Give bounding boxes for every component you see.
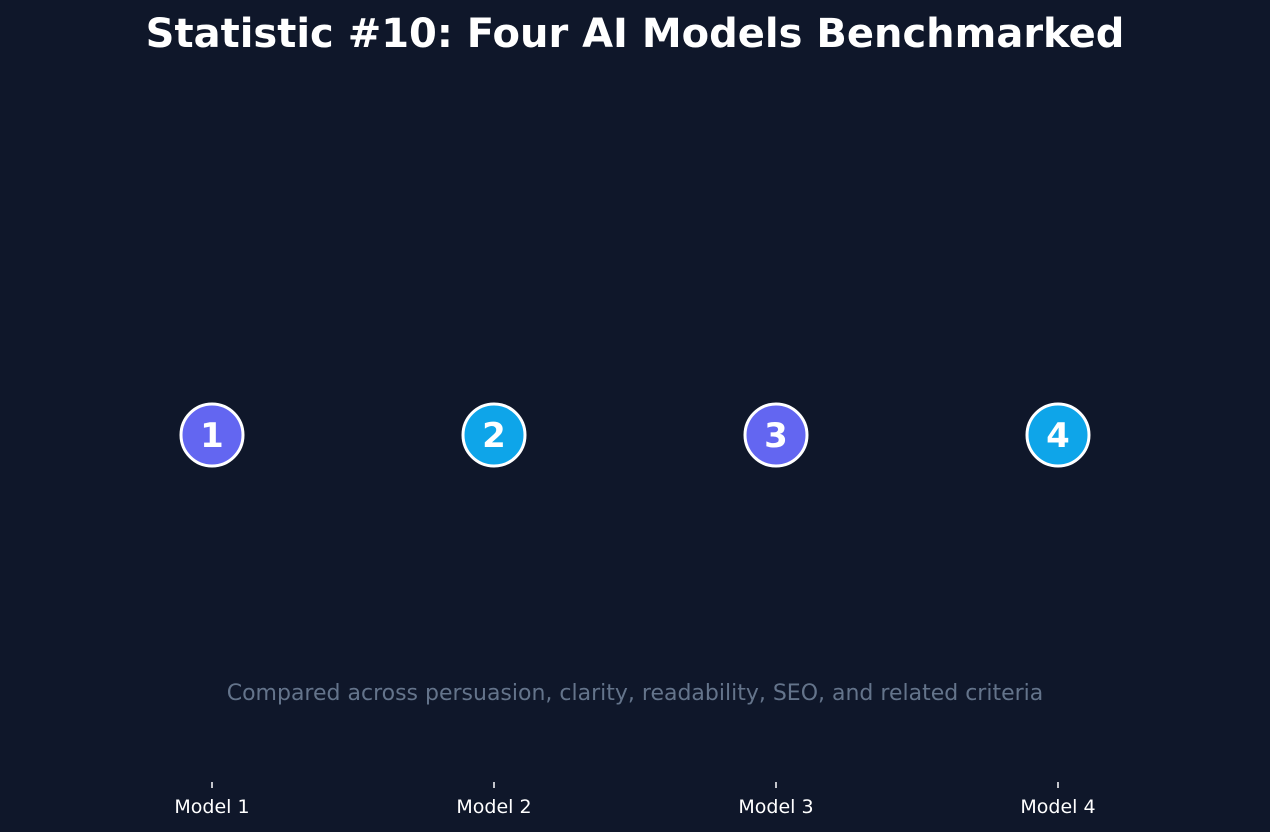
x-tick-label: Model 4 <box>1020 796 1095 818</box>
chart-annotation: Compared across persuasion, clarity, rea… <box>227 681 1044 706</box>
data-point-marker <box>743 402 809 468</box>
x-tick-label: Model 2 <box>456 796 531 818</box>
data-point-label: 4 <box>1046 416 1070 456</box>
x-tick-label: Model 1 <box>174 796 249 818</box>
data-point-label: 1 <box>200 416 224 456</box>
data-point-label: 3 <box>764 416 788 456</box>
data-point-marker <box>461 402 527 468</box>
data-point-label: 2 <box>482 416 506 456</box>
x-tick-label: Model 3 <box>738 796 813 818</box>
data-point-marker <box>179 402 245 468</box>
data-point-marker <box>1025 402 1091 468</box>
chart-title: Statistic #10: Four AI Models Benchmarke… <box>145 11 1125 57</box>
